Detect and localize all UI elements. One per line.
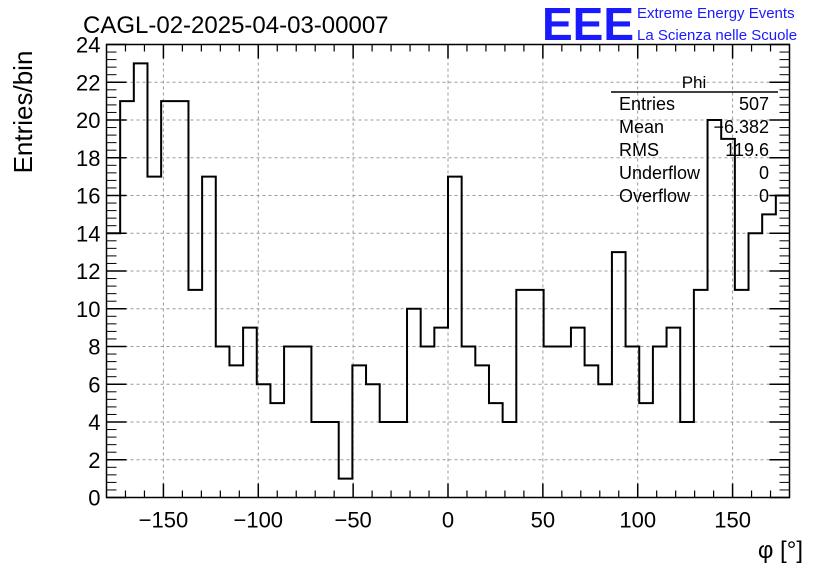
histogram-bin	[680, 422, 694, 498]
stats-value: 0	[759, 186, 769, 206]
y-tick-label: 16	[76, 184, 100, 209]
histogram-bin	[407, 309, 421, 498]
histogram-bin	[762, 214, 776, 497]
histogram-bin	[694, 290, 708, 498]
histogram-bin	[448, 177, 462, 498]
stats-label: RMS	[619, 140, 659, 160]
x-tick-label: −150	[139, 508, 189, 533]
y-tick-label: 12	[76, 259, 100, 284]
stats-label: Mean	[619, 117, 664, 137]
histogram-bin	[721, 139, 735, 498]
histogram-bin	[598, 384, 612, 497]
histogram-bin	[284, 347, 298, 498]
histogram-bin	[667, 328, 681, 498]
histogram-bin	[257, 384, 271, 497]
stats-value: 507	[739, 94, 769, 114]
x-tick-label: 150	[714, 508, 751, 533]
axis-ticks: −150 −100 −50 0 50 100 15002468101214161820222…	[76, 33, 790, 533]
histogram-outline	[106, 62, 790, 480]
histogram-bin	[489, 403, 503, 497]
y-tick-label: 6	[88, 372, 100, 397]
y-tick-label: 18	[76, 146, 100, 171]
histogram-bin	[475, 365, 489, 497]
histogram-bin	[175, 101, 189, 497]
histogram-bin	[243, 328, 257, 498]
stats-box: Phi Entries 507 Mean −6.382 RMS 119.6 Underflo…	[611, 73, 778, 206]
stats-value: 119.6	[725, 140, 769, 160]
histogram-bin	[147, 177, 161, 498]
histogram-bin	[749, 233, 763, 497]
x-tick-label: −100	[233, 508, 283, 533]
stats-label: Overflow	[619, 186, 691, 206]
histogram-bin	[339, 479, 353, 498]
plot-frame	[105, 43, 791, 499]
histogram-bin	[270, 403, 284, 497]
histogram-bin	[585, 365, 599, 497]
logo-line-2: La Scienza nelle Scuole	[637, 27, 797, 44]
histogram-bin	[735, 290, 749, 498]
y-tick-label: 14	[76, 221, 100, 246]
histogram-bin	[188, 290, 202, 498]
histogram-bin	[120, 101, 134, 497]
histogram-bin	[202, 177, 216, 498]
y-axis-label: Entries/bin	[8, 51, 38, 174]
x-tick-label: 50	[531, 508, 555, 533]
histogram-bin	[107, 233, 121, 497]
y-tick-label: 22	[76, 70, 100, 95]
histogram-bin	[134, 63, 148, 497]
histogram-bin	[639, 403, 653, 497]
histogram-bin	[516, 290, 530, 498]
y-tick-label: 10	[76, 297, 100, 322]
histogram-bin	[612, 252, 626, 497]
y-tick-label: 20	[76, 108, 100, 133]
stats-value: 0	[759, 163, 769, 183]
histogram-bin	[352, 365, 366, 497]
histogram-bin	[530, 290, 544, 498]
histogram-bin	[571, 328, 585, 498]
histogram-bin	[366, 384, 380, 497]
y-tick-label: 8	[88, 335, 100, 360]
y-tick-label: 4	[88, 410, 100, 435]
histogram-bars	[106, 62, 790, 498]
y-tick-label: 2	[88, 448, 100, 473]
chart-title: CAGL-02-2025-04-03-00007	[83, 12, 389, 39]
stats-label: Entries	[619, 94, 675, 114]
x-tick-label: 100	[619, 508, 656, 533]
y-tick-label: 0	[88, 486, 100, 511]
stats-value: −6.382	[713, 117, 769, 137]
histogram-bin	[229, 365, 243, 497]
x-tick-label: −50	[334, 508, 371, 533]
logo-line-1: Extreme Energy Events	[637, 5, 795, 22]
stats-title: Phi	[682, 73, 707, 92]
x-axis-label: φ [°]	[758, 537, 803, 564]
x-tick-label: 0	[442, 508, 454, 533]
eee-logo: EEE Extreme Energy Events La Scienza nel…	[542, 0, 797, 50]
logo-letters: EEE	[542, 0, 634, 50]
stats-label: Underflow	[619, 163, 701, 183]
histogram-bin	[434, 328, 448, 498]
y-tick-label: 24	[76, 33, 100, 58]
